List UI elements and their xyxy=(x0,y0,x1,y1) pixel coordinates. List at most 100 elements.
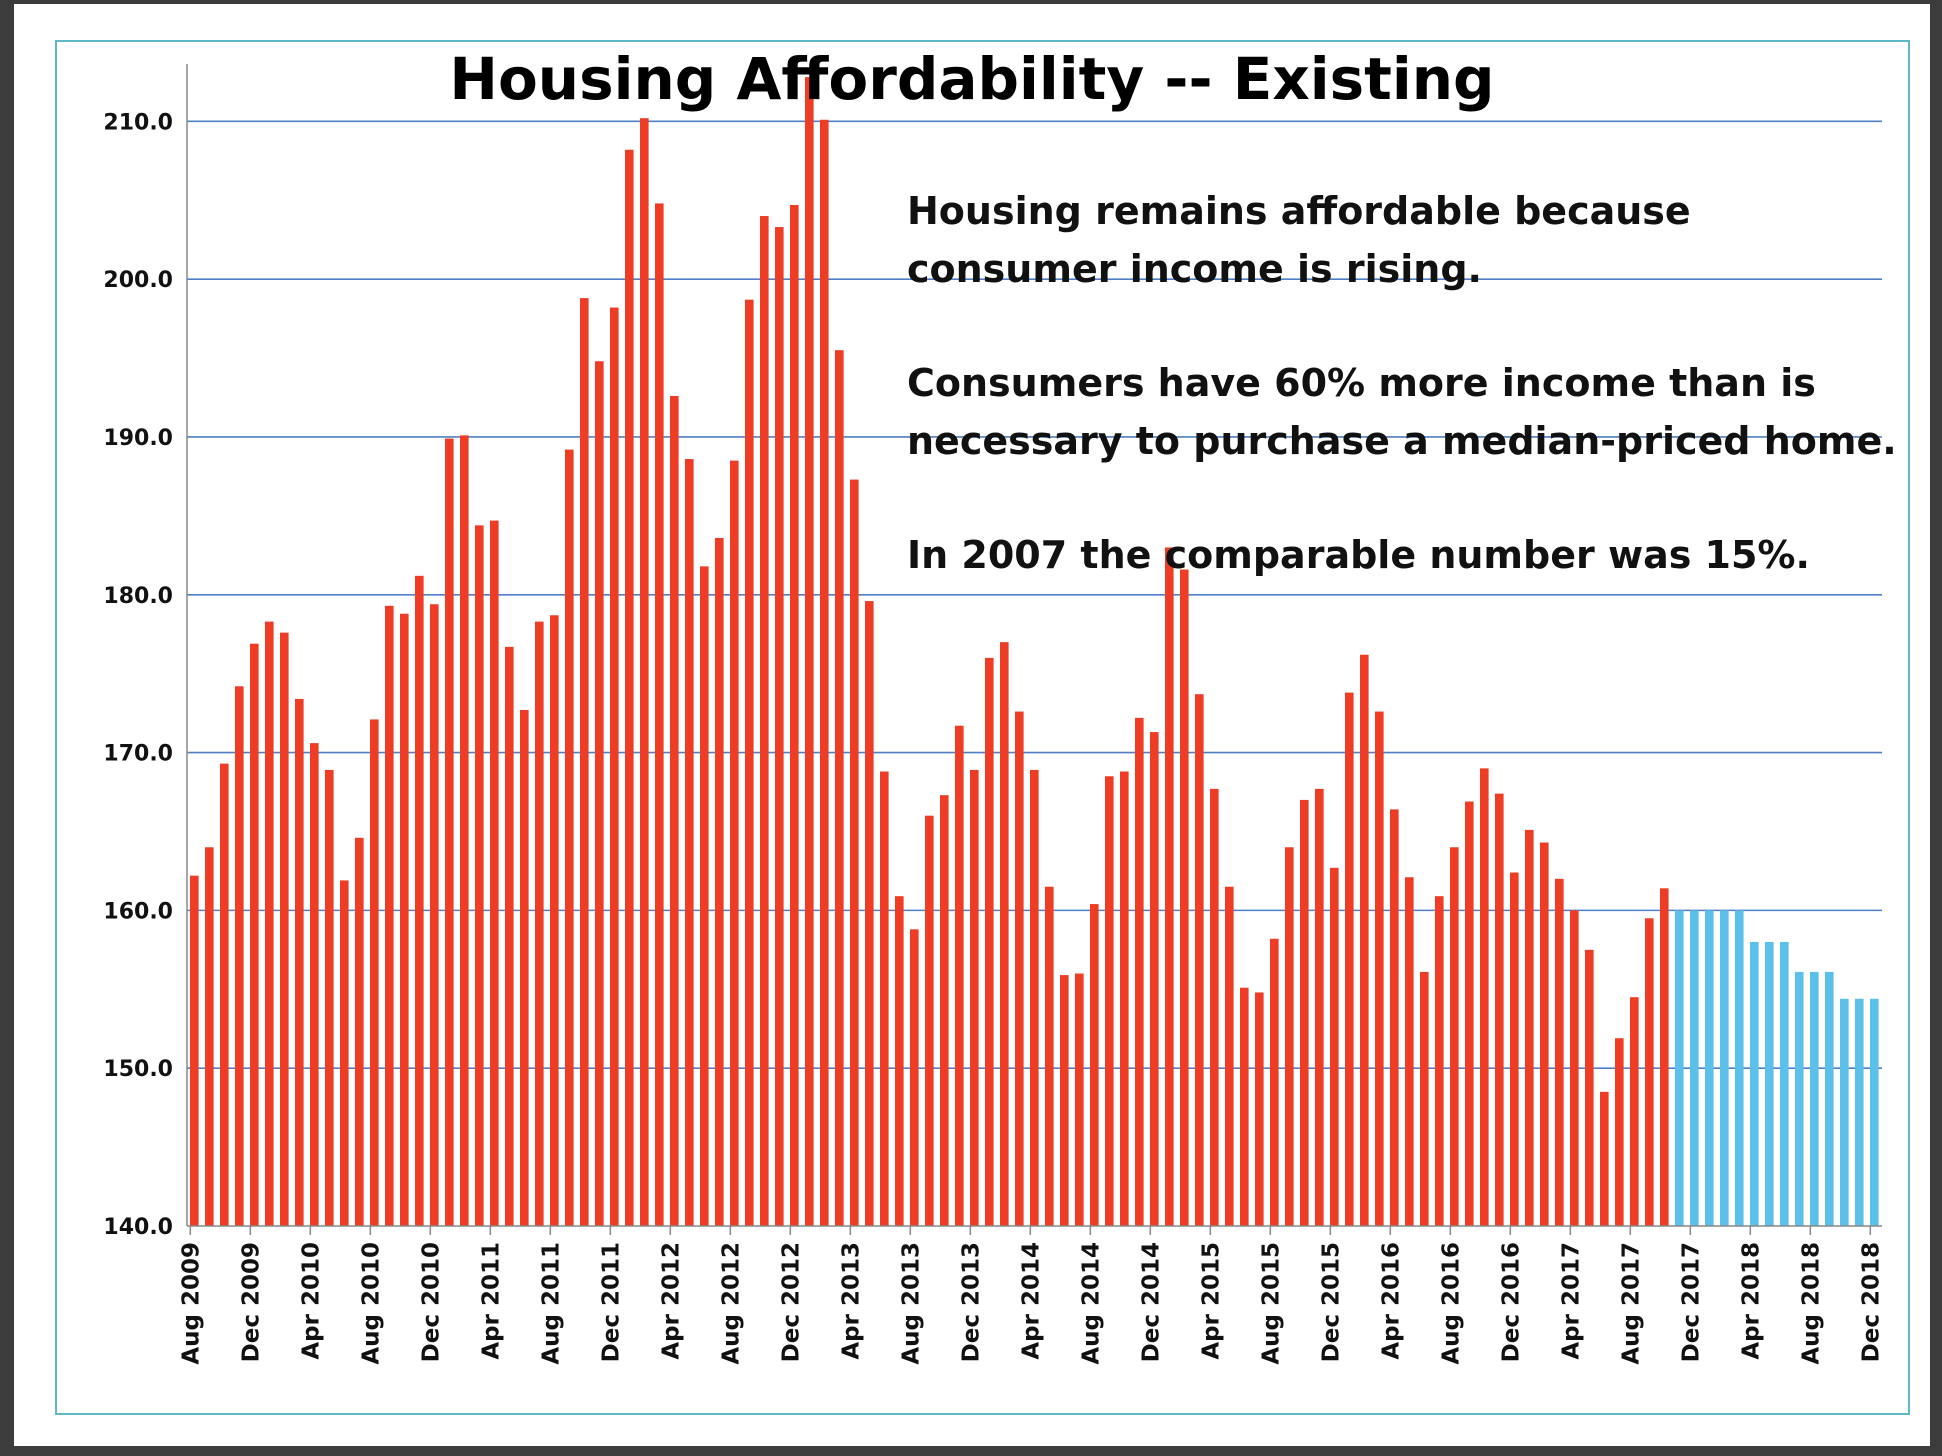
forecast-bar xyxy=(1705,910,1714,1226)
actual-bar xyxy=(310,743,319,1226)
actual-bar xyxy=(1180,569,1189,1226)
x-tick-label: Dec 2012 xyxy=(778,1242,804,1362)
actual-bar xyxy=(985,657,994,1226)
actual-bar xyxy=(475,525,484,1226)
actual-bar xyxy=(775,227,784,1226)
x-tick-label: Dec 2015 xyxy=(1318,1242,1344,1362)
annotation-income-rising: Housing remains affordable because consu… xyxy=(907,189,1691,291)
gridlines xyxy=(187,120,1882,1069)
actual-bar xyxy=(265,621,274,1226)
actual-bar xyxy=(1570,910,1579,1226)
actual-bar xyxy=(1420,971,1429,1226)
forecast-bar xyxy=(1720,910,1729,1226)
actual-bar xyxy=(325,769,334,1226)
actual-bar xyxy=(535,621,544,1226)
actual-bar xyxy=(1450,847,1459,1226)
slide-frame xyxy=(55,40,1910,1415)
x-tick-label: Dec 2011 xyxy=(598,1242,624,1362)
annotation-2007-comparison: In 2007 the comparable number was 15%. xyxy=(907,533,1810,577)
actual-bar xyxy=(580,298,589,1227)
actual-bar xyxy=(895,896,904,1226)
y-tick-label: 150.0 xyxy=(103,1057,173,1082)
x-tick-label: Apr 2014 xyxy=(1018,1242,1044,1360)
actual-bar xyxy=(355,837,364,1226)
actual-bar xyxy=(685,459,694,1226)
actual-bar xyxy=(700,566,709,1226)
x-tick-label: Dec 2016 xyxy=(1498,1242,1524,1362)
actual-bar xyxy=(460,435,469,1226)
x-tick-label: Dec 2013 xyxy=(958,1242,984,1362)
y-tick-label: 210.0 xyxy=(103,110,173,135)
actual-bar xyxy=(1150,732,1159,1226)
actual-bar xyxy=(850,479,859,1226)
actual-bar xyxy=(1165,547,1174,1226)
annotation-income-vs-home-price: Consumers have 60% more income than is n… xyxy=(907,361,1897,463)
y-tick-label: 140.0 xyxy=(103,1215,173,1240)
actual-bar xyxy=(1495,793,1504,1226)
x-tick-label: Aug 2013 xyxy=(898,1242,924,1365)
actual-bar xyxy=(1510,872,1519,1226)
actual-bar xyxy=(655,203,664,1227)
x-axis-tick-labels: Aug 2009 Dec 2009 Apr 2010 Aug 2010 Dec 2010… xyxy=(178,1226,1884,1365)
x-tick-label: Aug 2014 xyxy=(1078,1242,1104,1365)
actual-bar xyxy=(490,520,499,1226)
x-tick-label: Aug 2010 xyxy=(358,1242,384,1365)
actual-bar xyxy=(1000,642,1009,1226)
actual-bar xyxy=(595,361,604,1227)
actual-bar xyxy=(250,643,259,1226)
x-tick-label: Aug 2017 xyxy=(1618,1242,1644,1365)
x-tick-label: Apr 2011 xyxy=(478,1242,504,1360)
actual-bar xyxy=(1360,654,1369,1226)
actual-bar xyxy=(445,438,454,1226)
actual-bar xyxy=(1270,938,1279,1226)
actual-bar xyxy=(520,709,529,1226)
actual-bar xyxy=(880,771,889,1226)
forecast-bar xyxy=(1750,941,1759,1226)
x-tick-label: Dec 2014 xyxy=(1138,1242,1164,1362)
bars xyxy=(190,77,1879,1227)
actual-bar xyxy=(1390,809,1399,1226)
actual-bar xyxy=(790,204,799,1226)
actual-bar xyxy=(190,875,199,1226)
x-tick-label: Dec 2009 xyxy=(238,1242,264,1362)
actual-bar xyxy=(1660,888,1669,1226)
actual-bar xyxy=(970,769,979,1226)
forecast-bar xyxy=(1795,971,1804,1226)
actual-bar xyxy=(1015,711,1024,1226)
actual-bar xyxy=(670,395,679,1226)
actual-bar xyxy=(205,847,214,1226)
x-tick-label: Aug 2015 xyxy=(1258,1242,1284,1365)
forecast-bar xyxy=(1870,998,1879,1226)
forecast-bar xyxy=(1855,998,1864,1226)
y-tick-label: 160.0 xyxy=(103,899,173,924)
actual-bar xyxy=(745,299,754,1226)
forecast-bar xyxy=(1825,971,1834,1226)
actual-bar xyxy=(925,815,934,1226)
actual-bar xyxy=(565,449,574,1226)
actual-bar xyxy=(1060,975,1069,1226)
actual-bar xyxy=(1480,768,1489,1226)
actual-bar xyxy=(415,575,424,1226)
forecast-bar xyxy=(1765,941,1774,1226)
actual-bar xyxy=(1135,717,1144,1226)
actual-bar xyxy=(220,763,229,1226)
y-tick-label: 200.0 xyxy=(103,268,173,293)
forecast-bar xyxy=(1735,910,1744,1226)
forecast-bar xyxy=(1675,910,1684,1226)
actual-bar xyxy=(505,646,514,1226)
forecast-bar xyxy=(1810,971,1819,1226)
actual-bar xyxy=(1645,918,1654,1226)
actual-bar xyxy=(1030,769,1039,1226)
x-tick-label: Dec 2018 xyxy=(1858,1242,1884,1362)
actual-bar xyxy=(1555,878,1564,1226)
actual-bar xyxy=(730,460,739,1226)
actual-bar xyxy=(1600,1091,1609,1226)
actual-bar xyxy=(1525,829,1534,1226)
actual-bar xyxy=(385,605,394,1226)
actual-bar xyxy=(1075,973,1084,1226)
x-tick-label: Apr 2013 xyxy=(838,1242,864,1360)
actual-bar xyxy=(1255,992,1264,1226)
actual-bar xyxy=(370,719,379,1226)
forecast-bar xyxy=(1780,941,1789,1226)
slide: 140.0 150.0 160.0 170.0 180.0 190.0 200.0 210.0… xyxy=(14,4,1930,1446)
